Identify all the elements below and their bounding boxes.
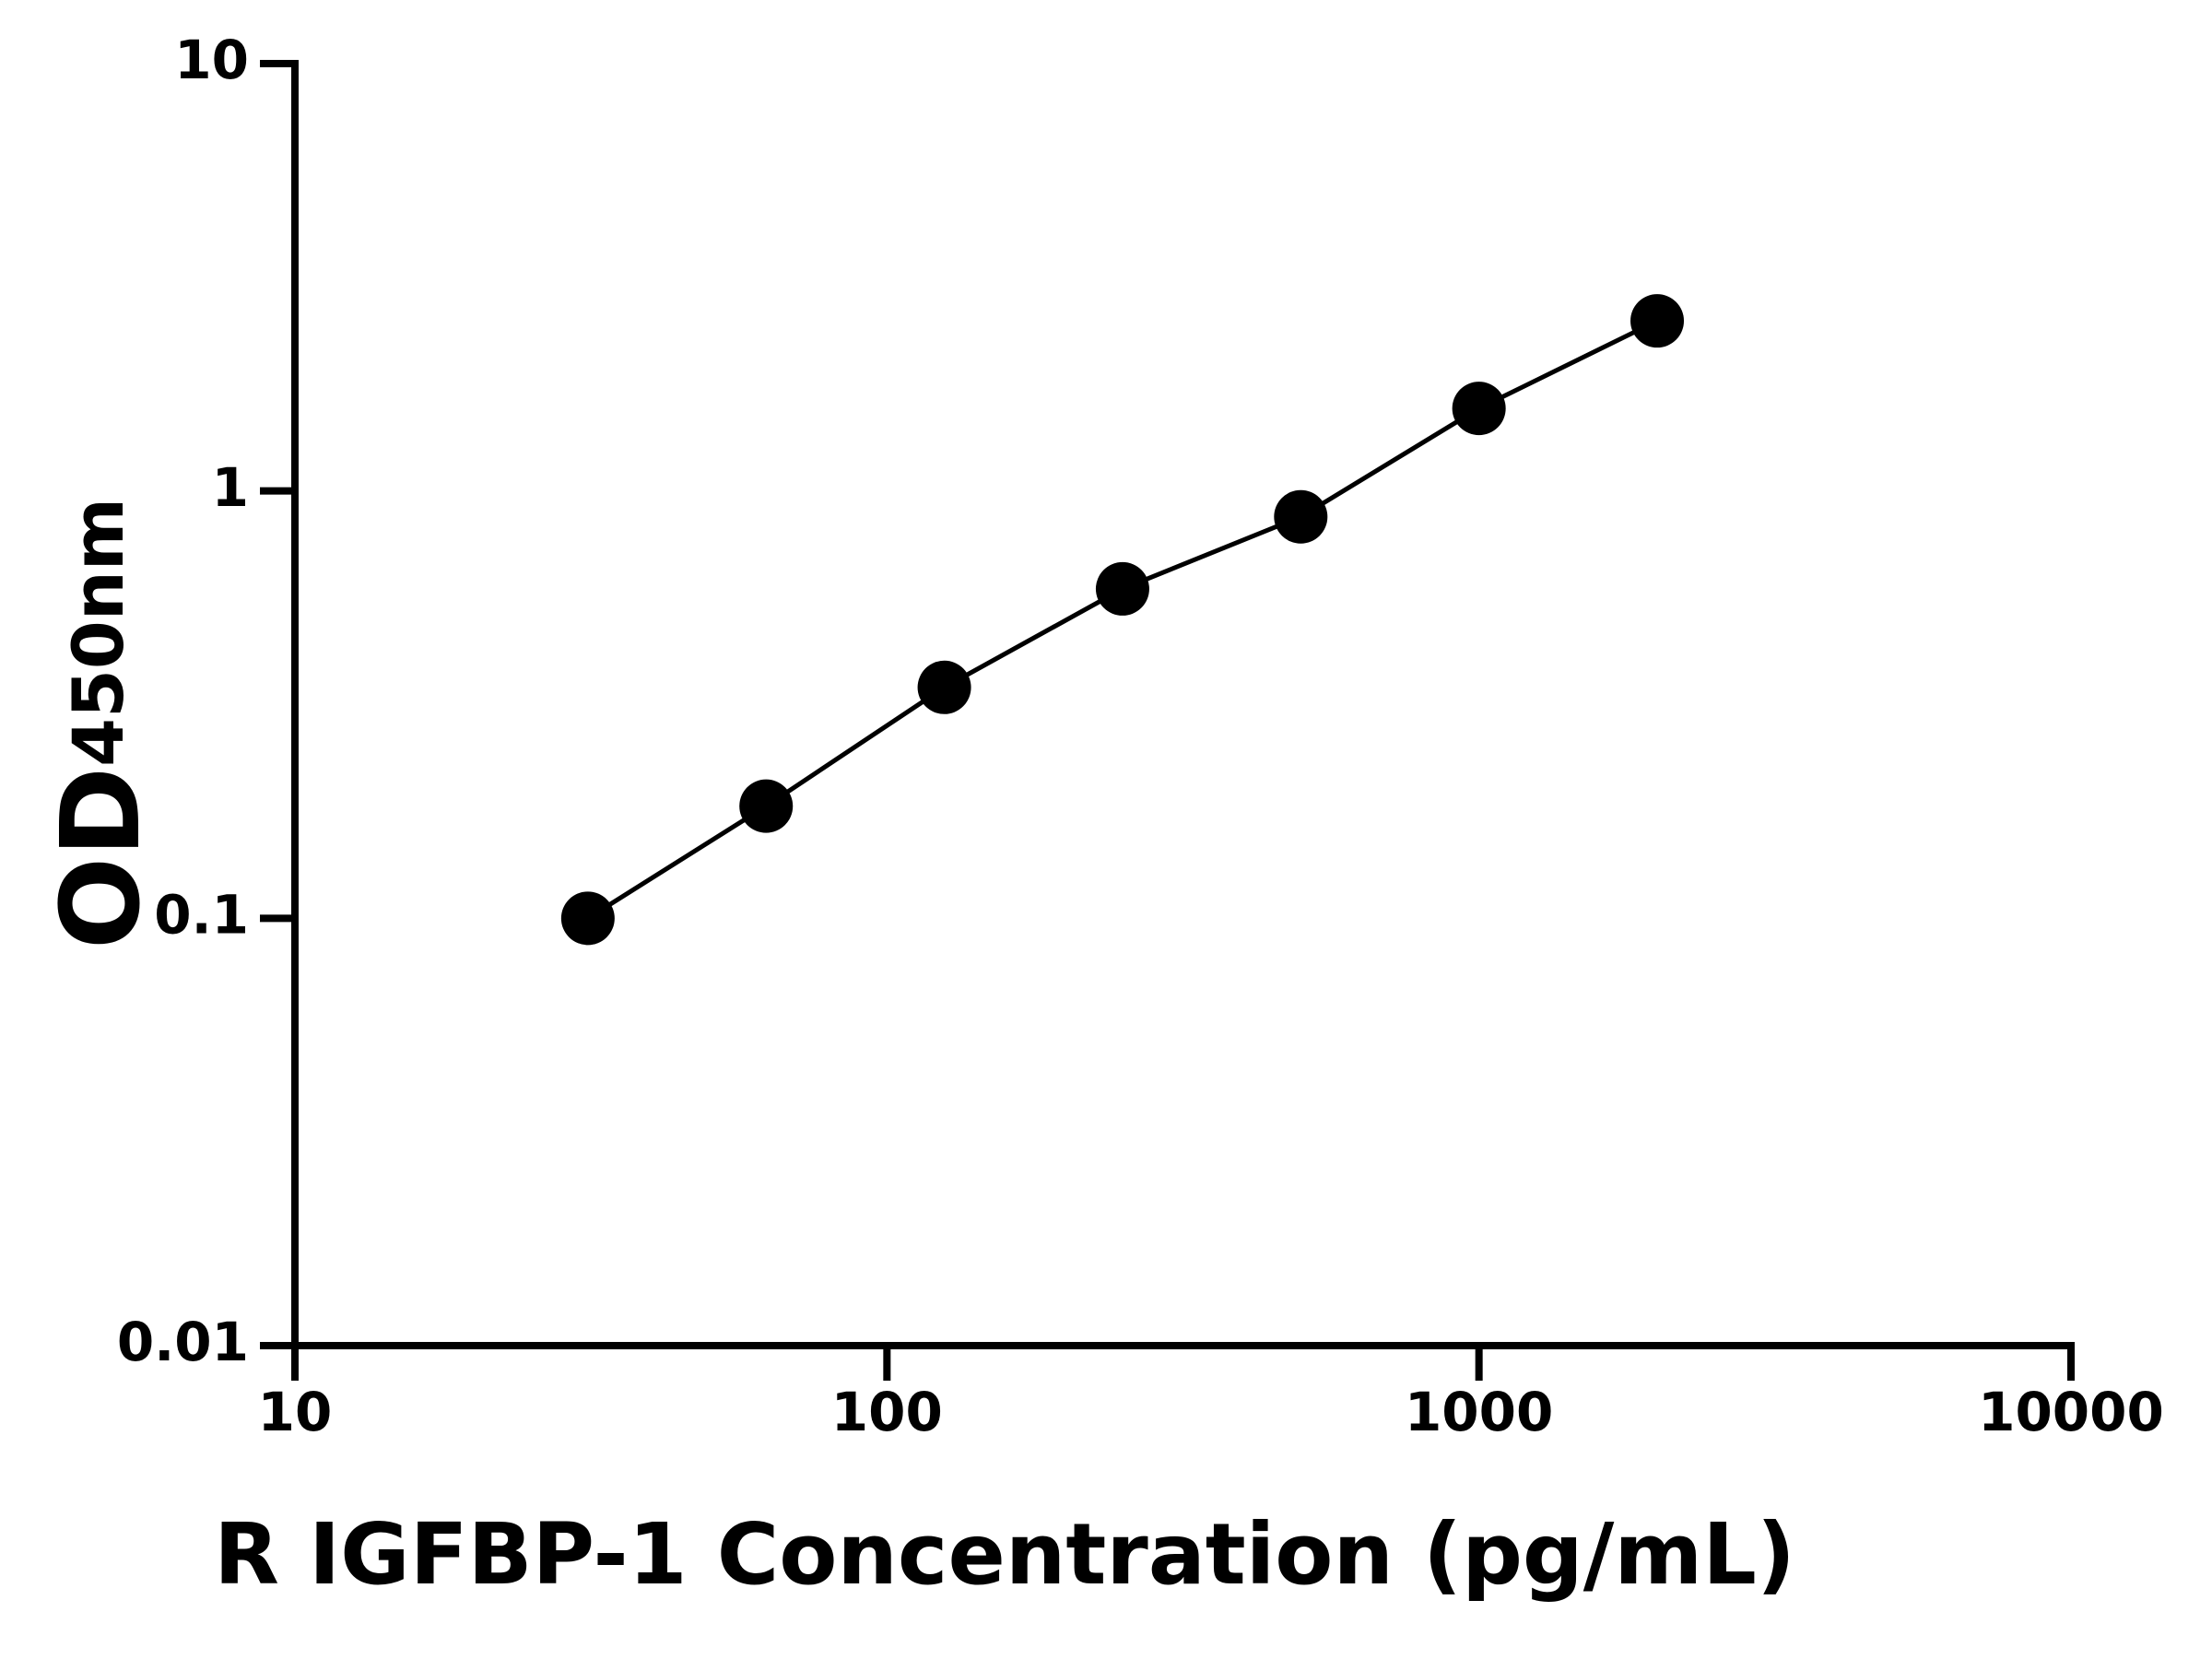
y-axis-label: OD450nm xyxy=(37,498,164,949)
data-point xyxy=(1630,294,1685,348)
data-point xyxy=(560,891,615,946)
x-axis-label: R IGFBP-1 Concentration (pg/mL) xyxy=(214,1505,1795,1604)
y-tick-label: 1 xyxy=(212,456,249,519)
y-tick-label: 0.1 xyxy=(154,883,249,946)
data-point xyxy=(1274,489,1328,544)
data-point xyxy=(1095,561,1149,616)
x-tick-label: 10000 xyxy=(1978,1381,2164,1443)
y-axis-label-subscript: 450nm xyxy=(57,498,139,767)
x-tick-label: 10 xyxy=(258,1381,333,1443)
data-point xyxy=(739,779,794,833)
data-point xyxy=(917,660,971,714)
y-tick-label: 0.01 xyxy=(117,1311,249,1373)
x-tick-label: 100 xyxy=(831,1381,943,1443)
y-tick-label: 10 xyxy=(174,29,249,91)
y-axis-label-main: OD xyxy=(37,767,164,949)
x-tick-label: 1000 xyxy=(1405,1381,1553,1443)
data-point xyxy=(1452,382,1506,436)
